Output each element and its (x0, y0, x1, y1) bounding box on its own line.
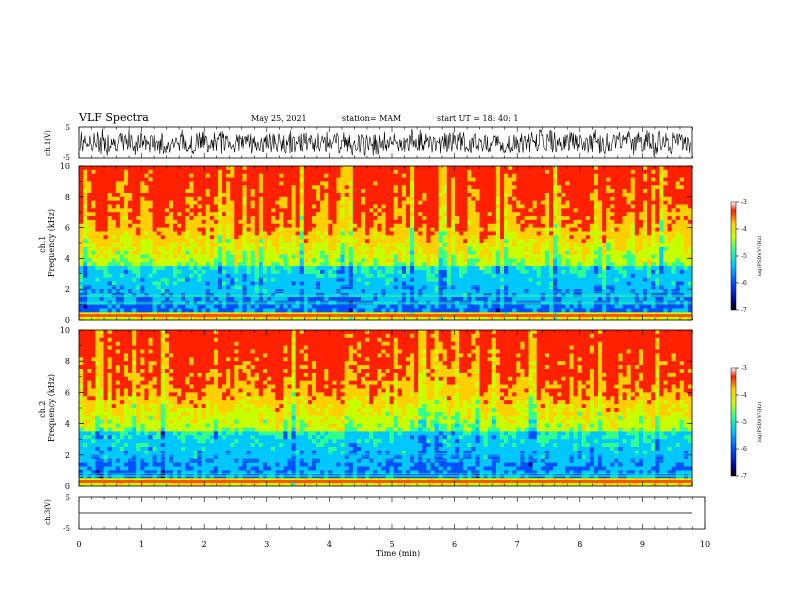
figure-title: VLF Spectra (79, 111, 149, 124)
time-tick-label-5: 5 (389, 540, 394, 549)
ch1-spectrogram-ytick-4: 8 (65, 193, 70, 202)
ch1-waveform-trace (79, 128, 691, 157)
time-tick-label-3: 3 (264, 540, 269, 549)
time-tick-label-2: 2 (202, 540, 207, 549)
ch3-waveform-panel: 5 -5 ch.3(V) (44, 494, 706, 533)
ch1-channel-label: ch.1 Frequency (kHz) (38, 209, 56, 277)
ch1-spectrogram-ytick-1: 2 (65, 285, 70, 294)
ch1-colorbar-tick-1: -4 (741, 226, 747, 233)
ch1-spectrogram-ytick-3: 6 (65, 224, 70, 233)
time-tick-label-6: 6 (452, 540, 457, 549)
ch1-waveform-frame (78, 126, 693, 159)
ch1-colorbar: -3 -4 -5 -6 -7 log(PSD)(V²/Hz) (730, 199, 763, 314)
station-label: station= MAM (342, 114, 402, 123)
ch2-colorbar-tick-0: -3 (741, 365, 747, 372)
ch2-colorbar-tick-3: -6 (741, 446, 747, 453)
ch3-ytick-top: 5 (66, 494, 70, 502)
ch2-spectrogram-ytick-5: 10 (60, 326, 70, 335)
time-tick-label-7: 7 (515, 540, 520, 549)
ch2-spectrogram-ytick-2: 4 (65, 420, 70, 429)
time-axis-ticks: 0 1 2 3 4 5 6 7 8 9 10 (76, 127, 710, 549)
ch2-colorbar-tick-2: -5 (741, 419, 747, 426)
ch1-ytick-bottom: -5 (63, 154, 70, 162)
ch1-channel-name: ch.1 (38, 236, 47, 253)
time-tick-label-0: 0 (76, 540, 81, 549)
ch1-colorbar-tick-0: -3 (741, 199, 747, 206)
ch2-colorbar-tick-1: -4 (741, 392, 747, 399)
ch1-spectrogram-image (79, 166, 693, 321)
ch1-spectrogram-ytick-5: 10 (60, 162, 70, 171)
ch1-volt-axis-label: ch.1(V) (44, 130, 52, 156)
ch1-waveform-line (79, 128, 691, 157)
ch2-spectrogram-image (79, 330, 693, 487)
ch1-colorbar-tick-3: -6 (741, 280, 747, 287)
ch3-volt-axis-label: ch.3(V) (44, 499, 52, 525)
ch1-colorbar-label: log(PSD)(V²/Hz) (756, 236, 763, 277)
ch1-ytick-top: 5 (66, 124, 70, 132)
time-tick-label-4: 4 (327, 540, 332, 549)
start-time-label: start UT = 18: 40: 1 (437, 114, 519, 123)
ch1-spectrogram-ytick-0: 0 (65, 316, 70, 325)
ch3-ytick-bottom: -5 (63, 525, 70, 533)
ch2-colorbar: -3 -4 -5 -6 -7 log(PSD)(V²/Hz) (730, 365, 763, 480)
ch1-spectrogram-ytick-2: 4 (65, 254, 70, 263)
ch2-channel-label: ch.2 Frequency (kHz) (38, 374, 56, 442)
time-axis-label: Time (min) (376, 549, 420, 558)
ch2-spectrogram-ytick-3: 6 (65, 388, 70, 397)
time-tick-label-9: 9 (640, 540, 645, 549)
ch1-waveform-panel: 5 -5 ch.1(V) (44, 124, 693, 162)
ch2-colorbar-label: log(PSD)(V²/Hz) (756, 402, 763, 443)
ch2-spectrogram-ytick-4: 8 (65, 357, 70, 366)
time-tick-label-10: 10 (700, 540, 710, 549)
ch2-spectrogram-ytick-0: 0 (65, 482, 70, 491)
ch2-frequency-label: Frequency (kHz) (47, 374, 56, 442)
ch2-channel-name: ch.2 (38, 401, 47, 418)
ch1-colorbar-gradient (730, 201, 737, 311)
ch1-frequency-label: Frequency (kHz) (47, 209, 56, 277)
ch1-colorbar-tick-2: -5 (741, 253, 747, 260)
ch2-colorbar-tick-4: -7 (741, 473, 747, 480)
ch2-spectrogram-panel: 0 2 4 6 8 10 ch.2 Frequency (kHz) (38, 326, 693, 491)
time-tick-label-8: 8 (577, 540, 582, 549)
ch1-spectrogram-panel: 0 2 4 6 8 10 ch.1 Frequency (kHz) (38, 162, 693, 325)
ch2-colorbar-gradient (730, 367, 737, 477)
time-tick-label-1: 1 (139, 540, 144, 549)
ch1-colorbar-tick-4: -7 (741, 307, 747, 314)
date-label: May 25, 2021 (251, 114, 307, 123)
ch2-spectrogram-ytick-1: 2 (65, 451, 70, 460)
